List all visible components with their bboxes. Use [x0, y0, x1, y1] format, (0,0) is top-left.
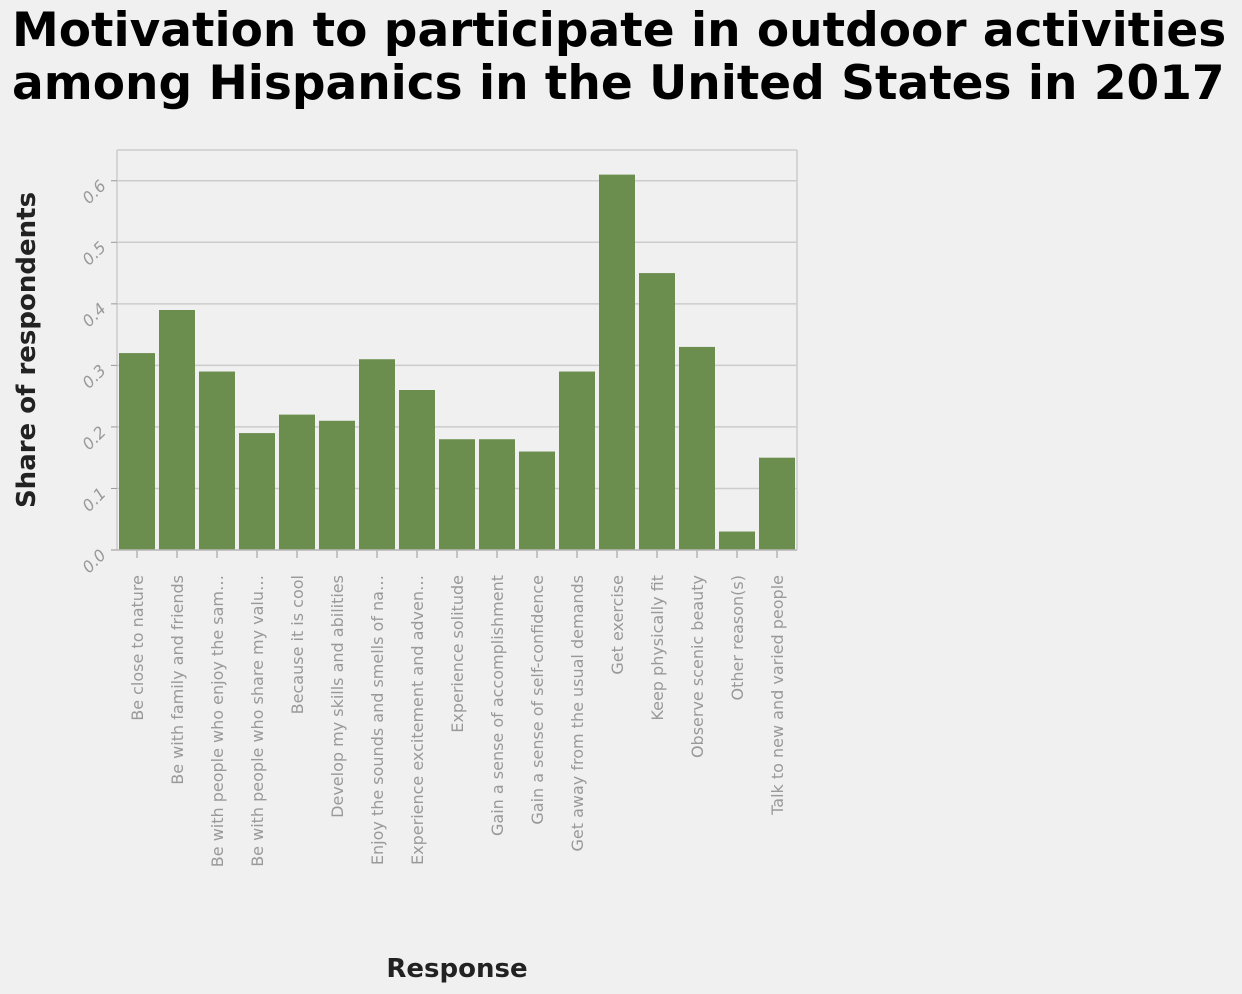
x-tick-label: Get away from the usual demands: [568, 575, 587, 852]
y-tick-label: 0.0: [78, 545, 109, 576]
x-tick-label: Develop my skills and abilities: [328, 575, 347, 818]
bar: [319, 420, 355, 550]
y-tick-label: 0.4: [78, 299, 109, 330]
bar: [279, 414, 315, 550]
bar: [559, 371, 595, 550]
bar: [639, 273, 675, 550]
bar: [719, 531, 755, 550]
y-tick-label: 0.5: [78, 238, 109, 269]
bar: [439, 439, 475, 550]
bar: [759, 457, 795, 550]
bar: [119, 353, 155, 550]
bars: [119, 174, 795, 550]
bar: [239, 433, 275, 550]
bar: [159, 310, 195, 550]
bar: [359, 359, 395, 550]
chart-title: Motivation to participate in outdoor act…: [12, 3, 1227, 111]
y-axis-ticks: 0.0 0.1 0.2 0.3 0.4 0.5 0.6: [78, 176, 117, 577]
x-axis-ticks: Be close to nature Be with family and fri…: [117, 549, 797, 867]
x-tick-label: Be close to nature: [128, 575, 147, 721]
y-axis-title: Share of respondents: [12, 192, 42, 508]
x-tick-label: Gain a sense of self-confidence: [528, 575, 547, 825]
x-tick-label: Be with people who enjoy the sam…: [208, 575, 227, 867]
y-tick-label: 0.3: [78, 361, 109, 392]
x-tick-label: Experience excitement and adven…: [408, 575, 427, 865]
x-tick-label: Because it is cool: [288, 575, 307, 714]
x-tick-label: Talk to new and varied people: [768, 575, 787, 816]
bar: [199, 371, 235, 550]
bar: [479, 439, 515, 550]
bar: [399, 390, 435, 550]
x-tick-label: Enjoy the sounds and smells of na…: [368, 575, 387, 865]
x-tick-label: Experience solitude: [448, 575, 467, 733]
y-tick-label: 0.2: [78, 422, 109, 453]
x-tick-label: Be with people who share my valu…: [248, 575, 267, 867]
bar: [519, 451, 555, 550]
x-axis-title: Response: [386, 954, 527, 984]
bar: [679, 346, 715, 550]
y-tick-label: 0.1: [78, 484, 109, 515]
x-tick-label: Keep physically fit: [648, 575, 667, 721]
x-tick-label: Get exercise: [608, 575, 627, 675]
x-tick-label: Observe scenic beauty: [688, 575, 707, 758]
bar: [599, 174, 635, 550]
x-tick-label: Other reason(s): [728, 575, 747, 700]
x-tick-label: Gain a sense of accomplishment: [488, 575, 507, 836]
x-tick-label: Be with family and friends: [168, 575, 187, 785]
y-tick-label: 0.6: [78, 176, 109, 207]
